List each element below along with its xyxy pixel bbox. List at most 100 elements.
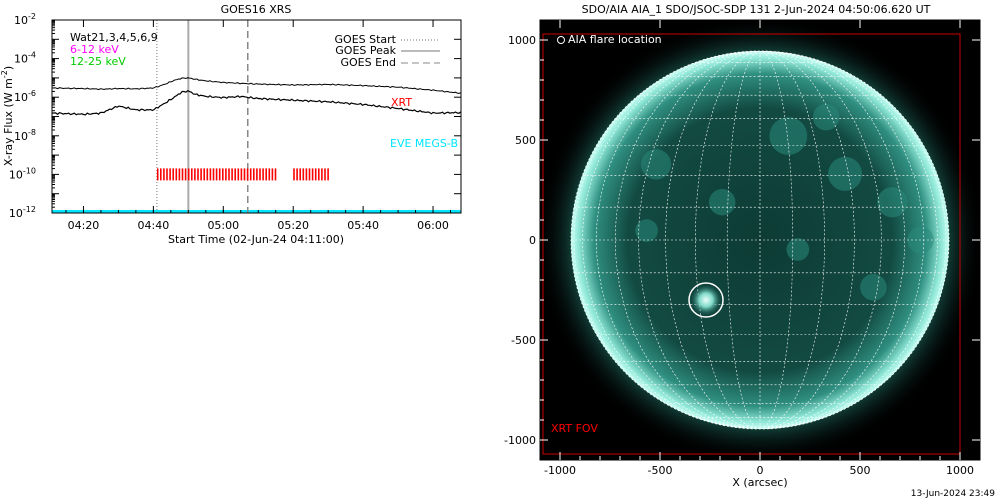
xrt-observation-mark	[246, 168, 249, 181]
xrt-observation-mark	[203, 168, 205, 181]
xrt-fov-label: XRT FOV	[551, 422, 598, 435]
xrt-observation-mark	[305, 168, 308, 181]
aia-x-tick-label: 500	[850, 464, 871, 477]
aia-x-tick-label: 1000	[946, 464, 974, 477]
aia-image-panel: SDO/AIA AIA_1 SDO/JSOC-SDP 131 2-Jun-202…	[504, 3, 981, 489]
xrt-observation-mark	[163, 168, 165, 181]
legend-goes-end-label: GOES End	[340, 56, 396, 69]
xrt-observation-mark	[172, 168, 174, 181]
xrt-observation-mark	[191, 168, 193, 181]
xrt-observation-marks	[156, 168, 329, 181]
xrt-observation-mark	[215, 168, 218, 181]
xrt-observation-mark	[156, 168, 159, 181]
xrt-observation-mark	[302, 168, 305, 181]
goes-y-tick-label: 10-8	[14, 128, 36, 143]
xrt-observation-mark	[222, 168, 224, 181]
xrt-observation-mark	[166, 168, 168, 181]
xrt-observation-mark	[265, 168, 267, 181]
xrt-fov-box	[542, 33, 961, 455]
aia-image-title: SDO/AIA AIA_1 SDO/JSOC-SDP 131 2-Jun-202…	[582, 3, 931, 16]
goes-x-tick-label: 04:40	[138, 219, 170, 232]
goes-x-tick-label: 05:40	[347, 219, 379, 232]
flare-brightening	[690, 284, 722, 316]
xrt-observation-mark	[228, 168, 230, 181]
xrt-observation-mark	[187, 168, 190, 181]
aia-x-tick-label: 0	[757, 464, 764, 477]
xrt-observation-mark	[259, 168, 261, 181]
flare-location-legend-label: AIA flare location	[568, 33, 662, 46]
xrt-observation-mark	[240, 168, 243, 181]
xrt-observation-mark	[237, 168, 240, 181]
xrt-observation-mark	[299, 168, 301, 181]
xrt-observation-mark	[181, 168, 184, 181]
goes-short-channel-line	[52, 89, 461, 116]
goes-y-tick-label: 10-12	[9, 205, 36, 220]
goes-x-tick-label: 05:00	[207, 219, 239, 232]
xrt-observation-mark	[225, 168, 227, 181]
aia-x-tick-label: -1000	[544, 464, 576, 477]
aia-x-ticks: -1000 -500 0 500 1000	[544, 20, 974, 477]
footer-timestamp: 13-Jun-2024 23:49	[911, 489, 995, 499]
channel-label: Wat21,3,4,5,6,9	[70, 31, 158, 44]
goes-x-tick-label: 06:00	[417, 219, 449, 232]
goes-chart-title: GOES16 XRS	[221, 3, 292, 16]
aia-y-ticks: 1000 500 0 -500 -1000	[504, 34, 980, 447]
solar-limb	[570, 50, 950, 430]
legend-goes-start-label: GOES Start	[335, 33, 397, 46]
goes-x-tick-label: 05:20	[277, 219, 309, 232]
aia-y-tick-label: 500	[515, 134, 536, 147]
goes-y-ticks: 10-2 10-4 10-6 10-8 10-10 10-12	[9, 12, 461, 220]
goes-y-tick-label: 10-2	[14, 12, 36, 27]
xrt-observation-mark	[314, 168, 317, 181]
xrt-observation-mark	[160, 168, 162, 181]
legend-goes-peak-label: GOES Peak	[335, 44, 396, 57]
xrt-observation-mark	[169, 168, 171, 181]
xrt-observation-mark	[212, 168, 215, 181]
xrt-observation-mark	[311, 168, 314, 181]
eve-megs-b-label: EVE MEGS-B	[390, 137, 458, 150]
goes-long-channel-line	[52, 77, 461, 94]
eve-band	[52, 210, 461, 213]
goes-y-tick-label: 10-4	[14, 51, 36, 66]
xrt-label: XRT	[391, 96, 412, 109]
xrt-observation-mark	[308, 168, 311, 181]
xrt-observation-mark	[268, 168, 271, 181]
xrt-observation-mark	[194, 168, 196, 181]
aia-x-axis-label: X (arcsec)	[732, 476, 787, 489]
goes-x-axis-label: Start Time (02-Jun-24 04:11:00)	[168, 233, 344, 246]
xrt-observation-mark	[296, 168, 298, 181]
xrt-observation-mark	[274, 168, 277, 181]
flare-location-circle	[688, 282, 724, 318]
xrt-observation-mark	[234, 168, 236, 181]
xrt-observation-mark	[256, 168, 258, 181]
goes-y-tick-label: 10-6	[14, 89, 36, 104]
aia-y-tick-label: -500	[511, 334, 536, 347]
xrt-observation-mark	[200, 168, 202, 181]
goes-x-ticks: 04:20 04:40 05:00 05:20 05:40 06:00	[65, 20, 452, 232]
goes-chart: GOES16 XRS 10-2 10-4 10-6 10-8 10-10 10-12 04…	[0, 3, 462, 246]
xrt-observation-mark	[324, 168, 326, 181]
xrt-observation-mark	[321, 168, 323, 181]
band-6-12-kev-label: 6-12 keV	[70, 43, 119, 56]
aia-x-tick-label: -500	[648, 464, 673, 477]
aia-y-tick-label: -1000	[504, 434, 536, 447]
goes-legend: GOES Start GOES Peak GOES End	[335, 33, 440, 69]
xrt-observation-mark	[184, 168, 187, 181]
xrt-observation-mark	[249, 168, 252, 181]
xrt-observation-mark	[293, 168, 295, 181]
xrt-observation-mark	[209, 168, 212, 181]
xrt-observation-mark	[327, 168, 329, 181]
goes-x-tick-label: 04:20	[68, 219, 100, 232]
aia-y-tick-label: 1000	[508, 34, 536, 47]
xrt-observation-mark	[178, 168, 181, 181]
xrt-observation-mark	[243, 168, 246, 181]
xrt-observation-mark	[175, 168, 178, 181]
band-12-25-kev-label: 12-25 keV	[70, 55, 126, 68]
aia-y-tick-label: 0	[529, 234, 536, 247]
xrt-observation-mark	[218, 168, 221, 181]
flare-location-legend-marker	[557, 36, 565, 44]
xrt-observation-mark	[271, 168, 274, 181]
xrt-observation-mark	[206, 168, 209, 181]
heliographic-grid	[571, 51, 949, 429]
